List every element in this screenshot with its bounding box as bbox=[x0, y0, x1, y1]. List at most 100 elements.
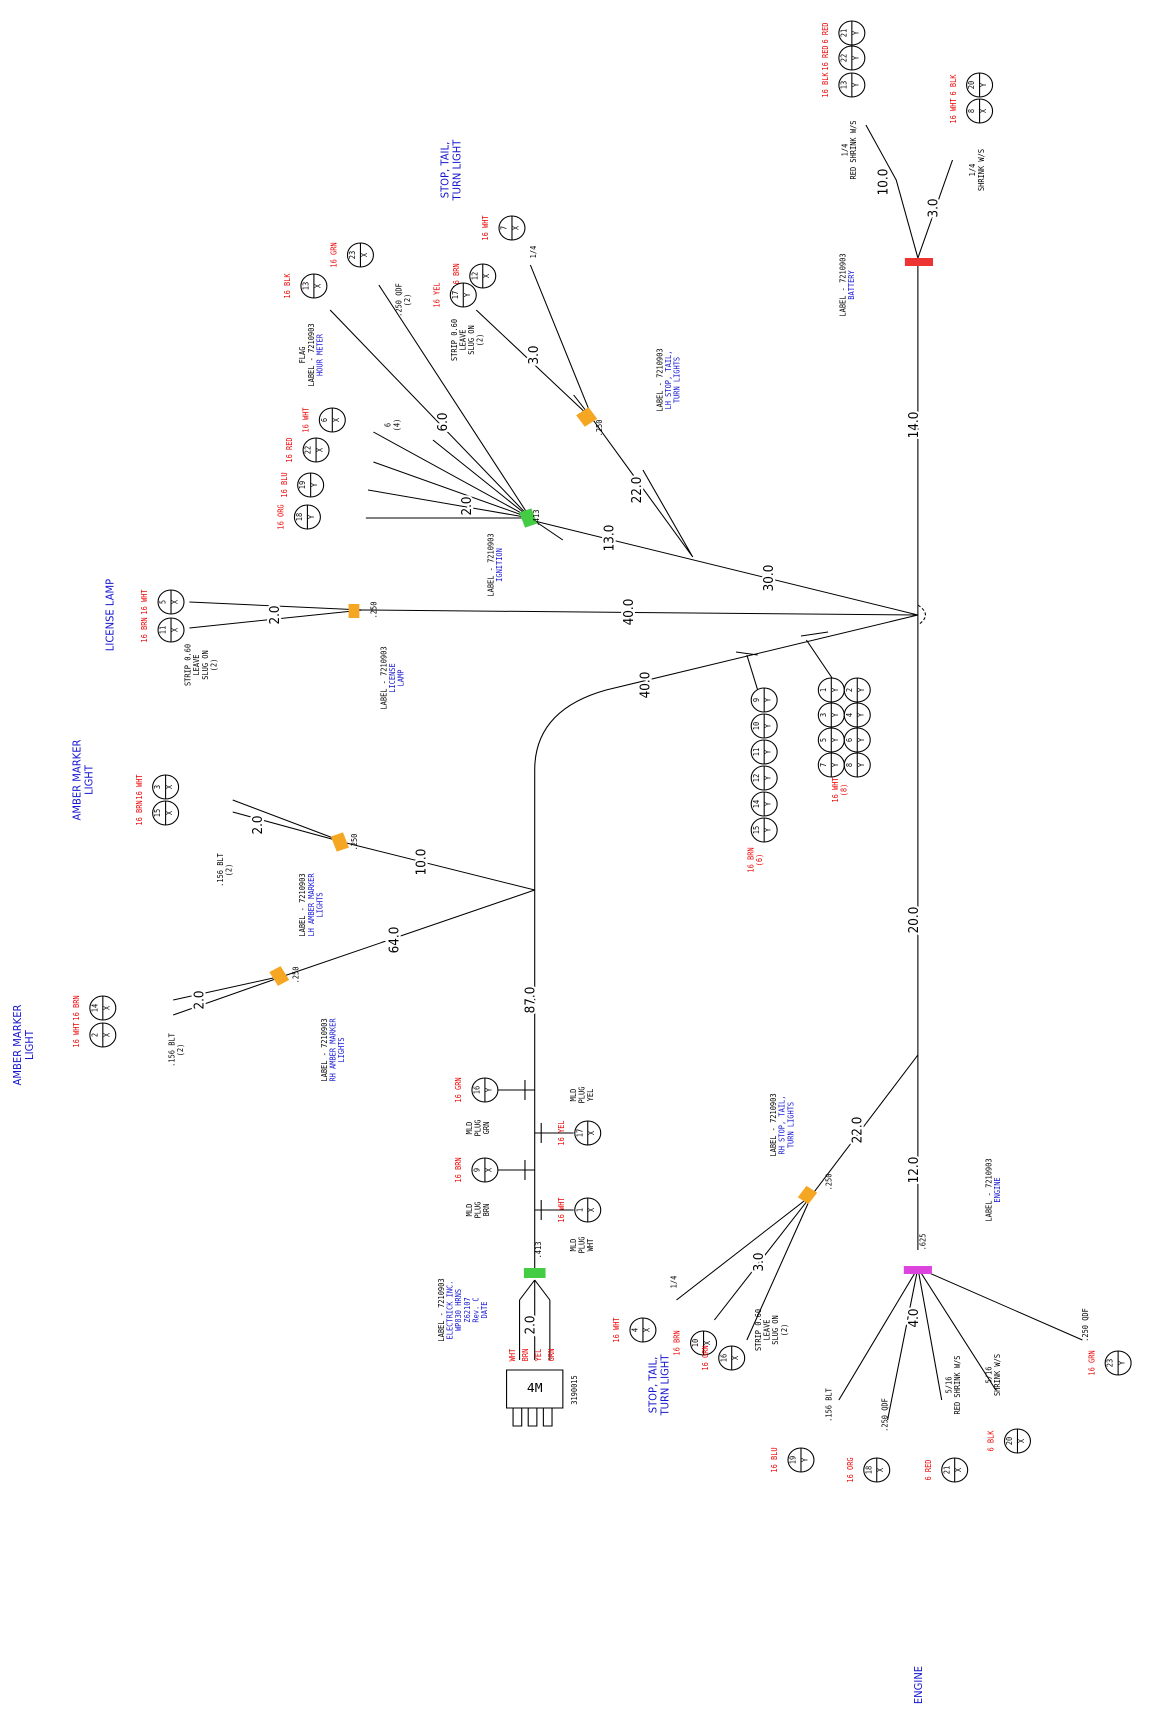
note: MLDPLUGGRN bbox=[465, 1120, 492, 1137]
note: 6(4) bbox=[383, 419, 401, 432]
wire-label-line: DATE bbox=[480, 1302, 489, 1319]
pin-letter-line: Y bbox=[831, 762, 840, 767]
pin-number: 6 bbox=[320, 418, 329, 422]
size-label-line: .250 bbox=[595, 420, 604, 437]
pin-letter-line: Y bbox=[831, 687, 840, 692]
connector-wire-line: WHT bbox=[508, 1348, 517, 1361]
pin-number: 20 bbox=[1005, 1437, 1014, 1445]
pin-number: 13 bbox=[301, 282, 310, 290]
wire-length: 13.0 bbox=[601, 525, 617, 552]
pin-letter-line: Y bbox=[831, 737, 840, 742]
section-title: AMBER MARKERLIGHT bbox=[12, 1005, 36, 1086]
note: .156 BLT(2) bbox=[216, 853, 234, 887]
note-line: GRN bbox=[482, 1122, 491, 1135]
pin-letter: X bbox=[642, 1327, 651, 1332]
pin-letter-line: Y bbox=[763, 775, 772, 780]
pin-number-line: 8 bbox=[967, 109, 976, 113]
wire-length-line: 2.0 bbox=[267, 605, 283, 624]
size-label-line: .413 bbox=[534, 1242, 543, 1259]
wire-label-line: BATTERY bbox=[847, 270, 856, 300]
pin-number-line: 5 bbox=[819, 738, 828, 742]
wire-length: 20.0 bbox=[905, 907, 921, 934]
pin-letter-line: Y bbox=[763, 801, 772, 806]
wire-gauge: 16 BRN(6) bbox=[746, 847, 764, 872]
pin-number: 5 bbox=[158, 600, 167, 604]
wire-label: LABEL - 7210903RH AMBER MARKERLIGHTS bbox=[320, 1018, 347, 1082]
wire-length-line: 10.0 bbox=[413, 849, 429, 876]
wire-gauge: 16 WHT bbox=[301, 407, 310, 433]
pin-number-line: 23 bbox=[348, 251, 357, 259]
pin-number-line: 18 bbox=[295, 513, 304, 521]
note: MLDPLUGYEL bbox=[569, 1087, 596, 1104]
wire-gauge: 6 BLK bbox=[986, 1430, 995, 1452]
note-line: RED SHRINK W/S bbox=[849, 121, 858, 180]
pin-letter: X bbox=[165, 784, 174, 789]
pin-letter: X bbox=[170, 627, 179, 632]
wire-label-line: ENGINE bbox=[993, 1177, 1002, 1202]
pin-number-line: 21 bbox=[942, 1466, 951, 1474]
section-title-line: TURN LIGHT bbox=[451, 139, 463, 201]
note: 1/4 bbox=[669, 1275, 678, 1288]
pin-letter: Y bbox=[851, 55, 860, 60]
wire-gauge: 16 WHT bbox=[557, 1197, 566, 1223]
pin-letter-line: X bbox=[587, 1130, 596, 1135]
wire-length-line: 3.0 bbox=[525, 345, 541, 364]
wire-length-line: 30.0 bbox=[760, 565, 776, 592]
connector-wire: BRN bbox=[521, 1349, 530, 1362]
pin-number: 10 bbox=[751, 722, 760, 730]
section-title: AMBER MARKERLIGHT bbox=[71, 740, 95, 821]
pin-number: 21 bbox=[942, 1466, 951, 1474]
size-label-line: .413 bbox=[532, 510, 541, 527]
pin-number-line: 19 bbox=[788, 1456, 797, 1464]
section-title-line: LICENSE LAMP bbox=[104, 579, 116, 651]
pin-number: 5 bbox=[819, 738, 828, 742]
wire-length: 30.0 bbox=[760, 565, 776, 592]
wire-gauge-line: 16 GRN bbox=[701, 1345, 710, 1370]
size-label: .250 bbox=[350, 834, 359, 851]
pin-letter: Y bbox=[800, 1457, 809, 1462]
pin-number-line: 15 bbox=[751, 826, 760, 834]
pin-number-line: 9 bbox=[472, 1168, 481, 1172]
pin-number-line: 4 bbox=[845, 712, 854, 717]
pin-number: 4 bbox=[630, 1327, 639, 1332]
note-line: SHRINK W/S bbox=[977, 149, 986, 191]
wire-gauge-line: 16 WHT bbox=[72, 1022, 81, 1048]
pin-letter: Y bbox=[856, 737, 865, 742]
wire-length: 40.0 bbox=[637, 672, 653, 699]
wire-label-line: LIGHTS bbox=[315, 892, 324, 917]
wire-gauge-line: 16 GRN bbox=[454, 1077, 463, 1102]
pin-letter: Y bbox=[831, 712, 840, 717]
pin-letter: X bbox=[484, 1167, 493, 1172]
pin-letter-line: Y bbox=[979, 82, 988, 87]
note-line: SHRINK W/S bbox=[993, 1354, 1002, 1396]
pin-letter: X bbox=[587, 1130, 596, 1135]
section-title-line: STOP, TAIL, bbox=[647, 1357, 659, 1414]
pin-number-line: 19 bbox=[298, 481, 307, 489]
pin-letter: Y bbox=[856, 687, 865, 692]
pin-letter: X bbox=[360, 252, 369, 257]
wire-gauge: 16 YEL bbox=[432, 282, 441, 308]
pin-number: 11 bbox=[158, 626, 167, 634]
wire-length-line: 2.0 bbox=[522, 1315, 538, 1334]
pin-number: 18 bbox=[864, 1466, 873, 1474]
connector-wire-line: YEL bbox=[534, 1348, 543, 1361]
wire-length-line: 4.0 bbox=[905, 1308, 921, 1327]
pin-number-line: 21 bbox=[839, 29, 848, 37]
wire-gauge-line: 16 BLU bbox=[280, 472, 289, 497]
pin-number: 21 bbox=[839, 29, 848, 37]
wire-gauge: 16 BRN bbox=[135, 800, 144, 825]
pin-letter-line: Y bbox=[763, 723, 772, 728]
wire-length: 2.0 bbox=[522, 1315, 538, 1334]
pin-letter-line: Y bbox=[851, 30, 860, 35]
wire-gauge-line: 16 BLU bbox=[770, 1447, 779, 1472]
pin-number: 16 bbox=[472, 1086, 481, 1094]
note: .156 BLT(2) bbox=[167, 1033, 185, 1067]
pin-number: 8 bbox=[967, 109, 976, 113]
wire-length-line: 2.0 bbox=[191, 990, 207, 1009]
wire-length: 10.0 bbox=[413, 849, 429, 876]
wire-length-line: 64.0 bbox=[386, 927, 402, 954]
sleeve-orange bbox=[798, 1186, 817, 1204]
pin-number-line: 1 bbox=[575, 1208, 584, 1212]
pin-number: 13 bbox=[839, 81, 848, 89]
section-title: STOP, TAIL,TURN LIGHT bbox=[647, 1354, 671, 1416]
